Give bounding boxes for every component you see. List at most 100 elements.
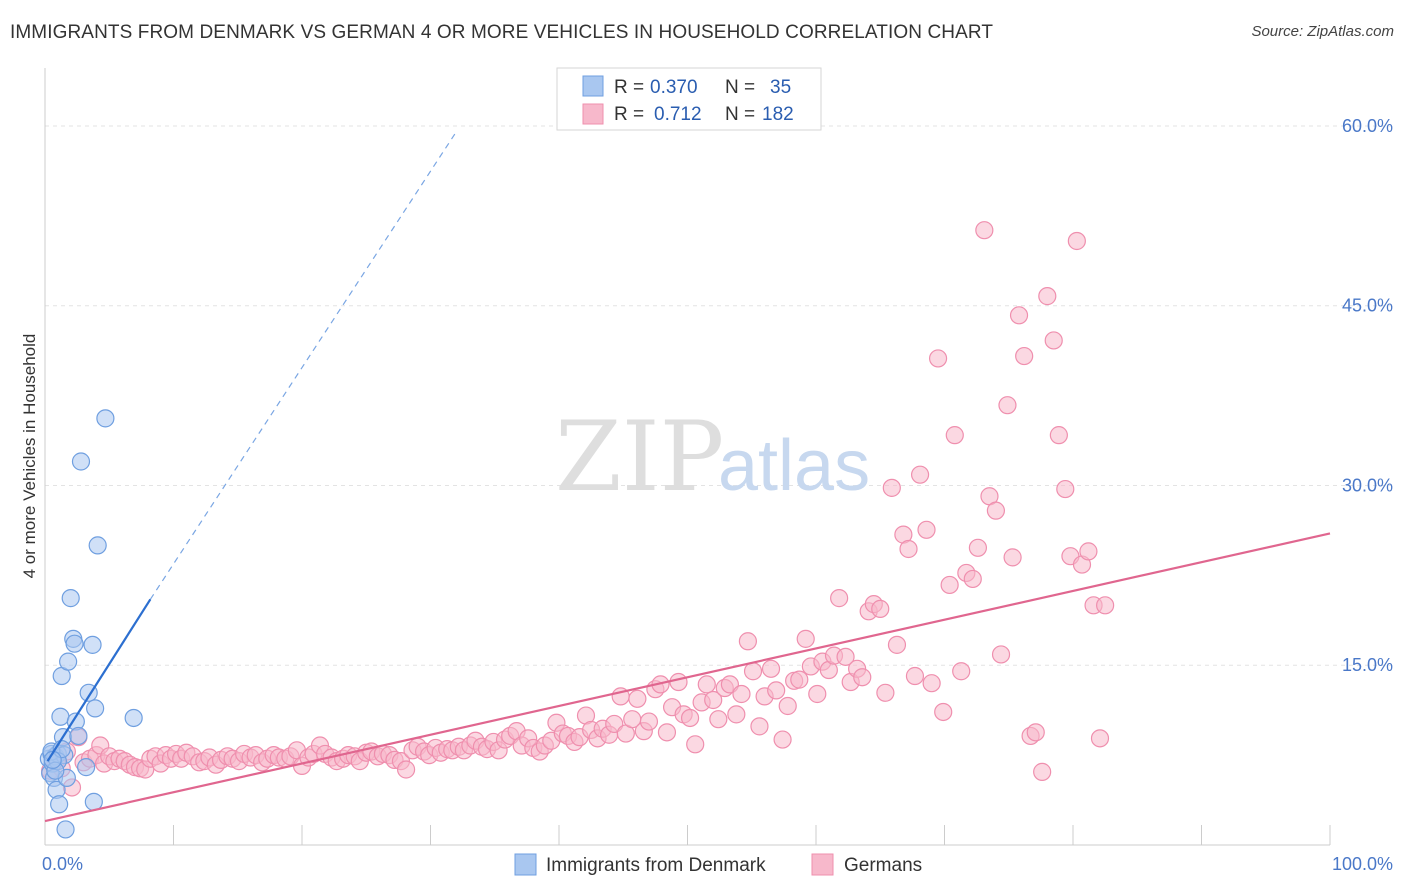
x-tick-label-1: 100.0%: [1332, 854, 1393, 874]
bottom-legend-label-germans: Germans: [844, 855, 922, 876]
legend-swatch-germans: [582, 103, 604, 125]
germans-point-128: [767, 681, 786, 700]
germans-point-157: [934, 702, 953, 722]
germans-point-176: [1044, 331, 1063, 350]
germans-point-113: [680, 708, 700, 728]
denmark-point-29: [124, 708, 143, 728]
germans-point-104: [628, 689, 647, 708]
denmark-point-15: [59, 652, 78, 671]
germans-point-139: [830, 589, 849, 608]
germans-point-149: [887, 635, 907, 654]
germans-point-160: [952, 662, 971, 681]
germans-point-158: [940, 575, 959, 595]
germans-point-135: [808, 684, 827, 704]
bottom-legend: Immigrants from Denmark Germans: [514, 853, 922, 876]
y-tick-label-2: 45.0%: [1342, 296, 1393, 316]
denmark-point-28: [96, 409, 115, 428]
germans-point-143: [853, 668, 872, 687]
germans-point-155: [922, 674, 941, 693]
legend-swatch-denmark: [582, 75, 604, 97]
germans-point-148: [882, 478, 901, 497]
germans-point-170: [1009, 306, 1029, 325]
germans-trend-line: [44, 532, 1331, 823]
germans-point-122: [732, 684, 751, 704]
germans-point-163: [968, 538, 988, 557]
germans-point-111: [669, 672, 688, 692]
denmark-point-24: [83, 635, 102, 654]
germans-point-121: [727, 705, 746, 724]
germans-point-153: [910, 465, 930, 484]
bottom-legend-swatch-germans: [811, 853, 834, 876]
germans-point-175: [1038, 287, 1057, 306]
bottom-legend-label-denmark: Immigrants from Denmark: [546, 855, 766, 876]
germans-point-125: [750, 717, 769, 736]
germans-point-171: [1015, 346, 1034, 366]
legend-n-label-denmark: N =: [725, 77, 755, 98]
watermark-zip: ZIP: [555, 401, 724, 513]
legend-r-value-denmark: 0.370: [650, 77, 698, 98]
germans-point-174: [1033, 762, 1052, 781]
tick-labels: 15.0% 30.0% 45.0% 60.0% 0.0% 100.0%: [42, 116, 1393, 874]
germans-point-124: [743, 662, 763, 681]
germans-point-127: [761, 659, 781, 678]
germans-point-151: [899, 539, 918, 559]
germans-point-184: [1090, 729, 1110, 748]
x-tick-label-0: 0.0%: [42, 854, 83, 874]
germans-point-182: [1079, 542, 1098, 561]
denmark-trend-extension: [149, 131, 457, 600]
germans-point-152: [905, 666, 925, 686]
germans-point-185: [1096, 596, 1115, 615]
germans-point-114: [686, 735, 705, 754]
denmark-point-27: [88, 536, 107, 555]
trend-lines: [44, 131, 1331, 823]
bottom-legend-swatch-denmark: [514, 853, 537, 876]
germans-point-162: [963, 569, 982, 589]
chart-title: IMMIGRANTS FROM DENMARK VS GERMAN 4 OR M…: [10, 22, 994, 43]
denmark-point-16: [61, 589, 80, 608]
y-axis-label: 4 or more Vehicles in Household: [20, 334, 39, 579]
legend-box: R = 0.370 N = 35 R = 0.712 N = 182: [556, 67, 822, 131]
germans-point-116: [697, 675, 716, 694]
denmark-point-22: [77, 758, 96, 777]
germans-point-129: [773, 730, 792, 749]
denmark-trend-line: [46, 598, 152, 762]
denmark-point-13: [56, 820, 75, 839]
germans-point-140: [836, 647, 855, 666]
germans-point-156: [928, 349, 948, 368]
y-tick-label-3: 60.0%: [1342, 116, 1393, 136]
germans-point-159: [945, 426, 964, 445]
germans-point-169: [1003, 548, 1022, 567]
denmark-point-9: [51, 707, 70, 726]
data-points: [39, 221, 1115, 839]
germans-point-167: [991, 645, 1011, 664]
legend-r-value-germans: 0.712: [654, 104, 702, 125]
legend-n-value-denmark: 35: [770, 77, 791, 98]
chart-source: Source: ZipAtlas.com: [1251, 23, 1394, 40]
y-tick-label-0: 15.0%: [1342, 655, 1393, 675]
germans-point-133: [796, 629, 815, 648]
germans-point-164: [975, 221, 994, 240]
watermark: ZIP atlas: [555, 401, 870, 513]
germans-point-146: [871, 599, 890, 619]
germans-point-178: [1056, 479, 1075, 499]
axes: [44, 68, 1331, 846]
legend-r-label-denmark: R =: [614, 77, 644, 98]
denmark-point-18: [65, 634, 84, 653]
germans-point-117: [704, 690, 723, 710]
legend-r-label-germans: R =: [614, 104, 644, 125]
germans-point-109: [657, 723, 677, 742]
germans-point-118: [709, 710, 728, 729]
germans-point-123: [738, 632, 757, 651]
watermark-atlas: atlas: [718, 426, 870, 506]
germans-point-180: [1067, 231, 1086, 251]
legend-n-label-germans: N =: [725, 104, 755, 125]
germans-point-64: [396, 760, 416, 779]
germans-point-166: [986, 501, 1006, 520]
germans-point-168: [998, 396, 1017, 415]
denmark-point-20: [69, 726, 88, 746]
denmark-point-21: [71, 452, 91, 471]
denmark-point-26: [86, 699, 105, 718]
grid: [45, 125, 1392, 666]
germans-point-147: [876, 683, 895, 702]
